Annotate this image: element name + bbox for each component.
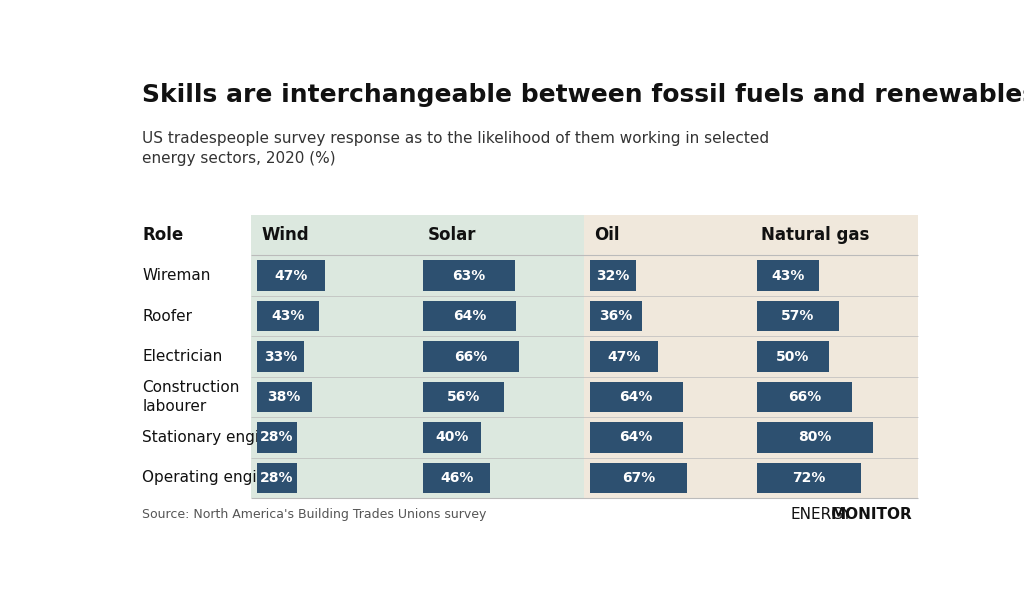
- Bar: [590, 301, 735, 331]
- Text: 64%: 64%: [620, 431, 653, 444]
- Bar: [757, 260, 819, 291]
- Text: Oil: Oil: [594, 226, 620, 244]
- Bar: [257, 301, 318, 331]
- Text: 28%: 28%: [260, 431, 294, 444]
- Text: 80%: 80%: [798, 431, 831, 444]
- Bar: [757, 382, 852, 412]
- Text: Wireman: Wireman: [142, 268, 211, 283]
- Bar: [757, 463, 861, 493]
- Bar: [257, 463, 401, 493]
- Text: 47%: 47%: [274, 269, 307, 283]
- FancyBboxPatch shape: [585, 215, 751, 498]
- Bar: [757, 341, 901, 372]
- Bar: [257, 422, 297, 453]
- Bar: [423, 422, 568, 453]
- Text: 47%: 47%: [607, 349, 641, 364]
- Bar: [423, 301, 568, 331]
- Text: 43%: 43%: [771, 269, 805, 283]
- Bar: [590, 382, 735, 412]
- Text: 38%: 38%: [267, 390, 301, 404]
- Bar: [757, 341, 829, 372]
- Bar: [757, 260, 901, 291]
- FancyBboxPatch shape: [751, 215, 918, 498]
- Bar: [257, 301, 401, 331]
- Bar: [590, 422, 683, 453]
- FancyBboxPatch shape: [251, 215, 418, 498]
- Bar: [757, 463, 901, 493]
- Text: 43%: 43%: [271, 309, 304, 323]
- Text: 46%: 46%: [440, 471, 473, 485]
- Text: Source: North America's Building Trades Unions survey: Source: North America's Building Trades …: [142, 508, 486, 521]
- Text: Wind: Wind: [261, 226, 308, 244]
- FancyBboxPatch shape: [418, 215, 585, 498]
- Text: 32%: 32%: [596, 269, 630, 283]
- Bar: [257, 341, 401, 372]
- Bar: [423, 301, 516, 331]
- Text: Operating engineer: Operating engineer: [142, 470, 292, 485]
- Text: 36%: 36%: [599, 309, 633, 323]
- Bar: [257, 422, 401, 453]
- Text: 50%: 50%: [776, 349, 809, 364]
- Bar: [423, 260, 515, 291]
- Text: US tradespeople survey response as to the likelihood of them working in selected: US tradespeople survey response as to th…: [142, 130, 769, 166]
- Text: 66%: 66%: [455, 349, 487, 364]
- Bar: [590, 341, 658, 372]
- Bar: [590, 463, 687, 493]
- Text: 40%: 40%: [435, 431, 469, 444]
- Bar: [423, 382, 568, 412]
- Bar: [590, 341, 735, 372]
- Text: 56%: 56%: [447, 390, 480, 404]
- Bar: [423, 260, 568, 291]
- Bar: [257, 341, 304, 372]
- Bar: [590, 463, 735, 493]
- Text: 67%: 67%: [622, 471, 655, 485]
- Bar: [423, 341, 568, 372]
- Text: ENERGY: ENERGY: [791, 506, 852, 522]
- Bar: [423, 463, 568, 493]
- Text: 72%: 72%: [792, 471, 825, 485]
- Bar: [590, 260, 735, 291]
- Text: 66%: 66%: [787, 390, 821, 404]
- Text: Electrician: Electrician: [142, 349, 222, 364]
- Bar: [423, 422, 481, 453]
- Text: Solar: Solar: [428, 226, 476, 244]
- Bar: [590, 422, 735, 453]
- Text: 28%: 28%: [260, 471, 294, 485]
- Bar: [757, 382, 901, 412]
- Text: Construction
labourer: Construction labourer: [142, 380, 240, 414]
- Text: 33%: 33%: [264, 349, 297, 364]
- Bar: [423, 463, 489, 493]
- Text: MONITOR: MONITOR: [830, 506, 912, 522]
- Text: Natural gas: Natural gas: [761, 226, 869, 244]
- Bar: [257, 382, 311, 412]
- Bar: [423, 382, 505, 412]
- Text: Roofer: Roofer: [142, 308, 193, 324]
- Bar: [257, 260, 325, 291]
- Bar: [590, 260, 636, 291]
- Text: 57%: 57%: [781, 309, 814, 323]
- Bar: [590, 301, 642, 331]
- Bar: [257, 260, 401, 291]
- Text: 64%: 64%: [453, 309, 486, 323]
- Bar: [257, 382, 401, 412]
- Text: Role: Role: [142, 226, 183, 244]
- Text: 64%: 64%: [620, 390, 653, 404]
- Text: Stationary engineer: Stationary engineer: [142, 430, 295, 445]
- Bar: [423, 341, 519, 372]
- Bar: [757, 301, 901, 331]
- Bar: [590, 382, 683, 412]
- Bar: [757, 301, 840, 331]
- Bar: [757, 422, 872, 453]
- Text: Skills are interchangeable between fossil fuels and renewables: Skills are interchangeable between fossi…: [142, 82, 1024, 107]
- Text: 63%: 63%: [453, 269, 485, 283]
- Bar: [757, 422, 901, 453]
- Bar: [257, 463, 297, 493]
